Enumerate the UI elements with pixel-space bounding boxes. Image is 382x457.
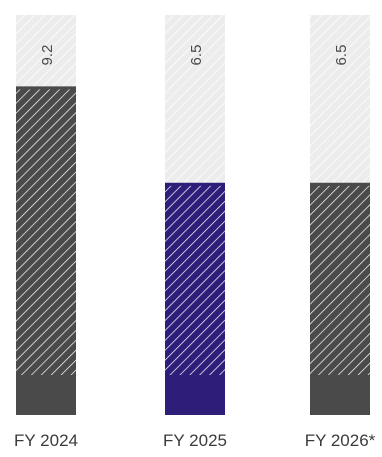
- bar-top-edge-fy-2025: [165, 182, 225, 186]
- bar-hatch-fy-2024: [16, 86, 76, 375]
- category-label-fy-2025: FY 2025: [163, 431, 227, 450]
- category-label-fy-2026: FY 2026*: [305, 431, 376, 450]
- bar-base-fy-2024: [16, 375, 76, 415]
- value-labels: 9.2 6.5 6.5: [39, 45, 350, 66]
- category-label-fy-2024: FY 2024: [14, 431, 78, 450]
- category-labels: FY 2024 FY 2025 FY 2026*: [14, 431, 376, 450]
- bar-top-edge-fy-2026: [310, 182, 370, 186]
- bars: [16, 86, 370, 415]
- bar-top-edge-fy-2024: [16, 86, 76, 90]
- value-label-fy-2025: 6.5: [188, 45, 205, 66]
- bar-base-fy-2026: [310, 375, 370, 415]
- bar-hatch-fy-2025: [165, 182, 225, 375]
- bar-base-fy-2025: [165, 375, 225, 415]
- bar-hatch-fy-2026: [310, 182, 370, 375]
- value-label-fy-2026: 6.5: [333, 45, 350, 66]
- value-label-fy-2024: 9.2: [39, 45, 56, 66]
